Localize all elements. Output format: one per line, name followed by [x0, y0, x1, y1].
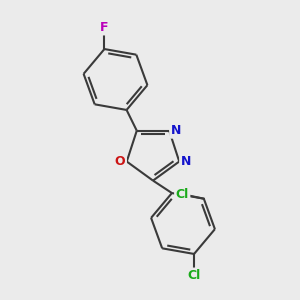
- Text: Cl: Cl: [188, 269, 201, 282]
- Text: F: F: [100, 21, 109, 34]
- Text: N: N: [171, 124, 181, 137]
- Text: Cl: Cl: [176, 188, 189, 201]
- Text: N: N: [181, 155, 191, 168]
- Text: O: O: [115, 155, 125, 168]
